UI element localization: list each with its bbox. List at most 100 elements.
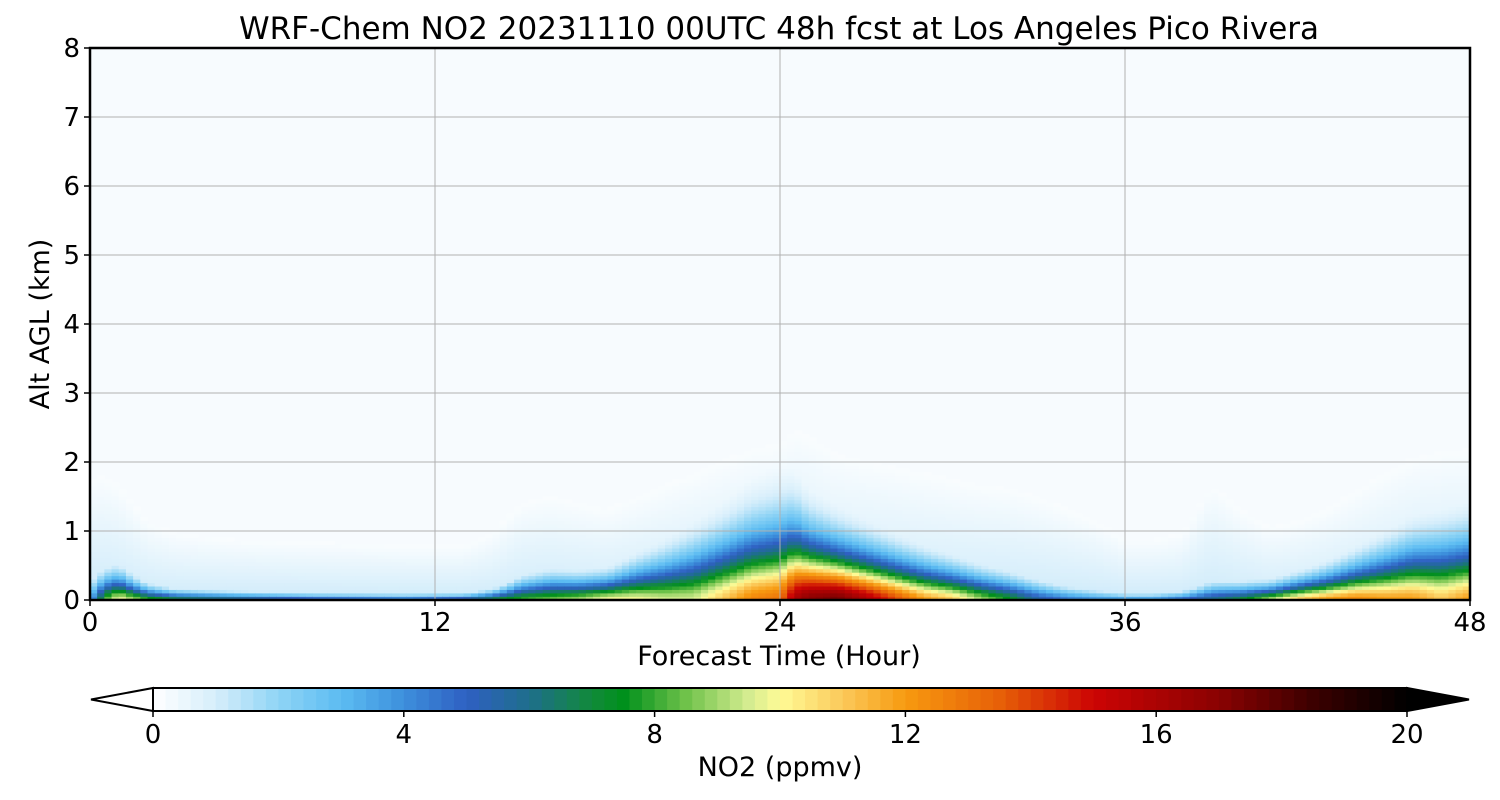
heatmap-cell [916,510,925,515]
heatmap-cell [679,492,688,497]
heatmap-cell [923,482,932,487]
heatmap-cell [693,596,702,600]
heatmap-cell [1362,527,1370,532]
heatmap-cell [981,503,990,508]
heatmap-cell [90,565,98,570]
heatmap-cell [456,561,465,566]
heatmap-cell [1117,561,1126,566]
heatmap-cell [859,482,867,487]
heatmap-cell [988,489,997,494]
heatmap-cell [729,482,738,487]
heatmap-cell [729,454,738,459]
heatmap-cell [679,579,688,584]
heatmap-cell [528,579,537,584]
heatmap-cell [916,496,925,501]
heatmap-cell [291,541,300,546]
heatmap-cell [1340,530,1349,535]
heatmap-cell [780,554,788,559]
heatmap-cell [859,585,867,590]
heatmap-cell [1196,575,1205,580]
heatmap-cell [355,554,364,559]
heatmap-cell [887,506,896,511]
heatmap-cell [923,492,932,497]
heatmap-cell [420,554,429,559]
heatmap-cell [744,537,752,542]
heatmap-cell [1045,582,1054,587]
heatmap-cell [787,541,795,546]
heatmap-cell [1383,485,1392,490]
heatmap-cell [772,544,781,549]
heatmap-cell [693,516,702,521]
heatmap-cell [1275,561,1284,566]
heatmap-cell [1333,551,1342,556]
heatmap-cell [700,582,709,587]
heatmap-cell [298,575,307,580]
heatmap-cell [197,589,206,594]
heatmap-cell [722,475,731,480]
heatmap-cell [463,575,472,580]
heatmap-cell [133,516,141,521]
heatmap-cell [391,558,400,563]
heatmap-cell [830,530,839,535]
heatmap-cell [715,568,724,573]
heatmap-cell [895,558,903,563]
heatmap-cell [1017,579,1025,584]
heatmap-cell [1081,520,1090,525]
heatmap-cell [161,582,170,587]
heatmap-cell [736,523,745,528]
heatmap-cell [104,499,113,504]
heatmap-cell [837,475,846,480]
heatmap-cell [1031,575,1040,580]
heatmap-cell [629,520,637,525]
heatmap-cell [815,444,824,449]
heatmap-cell [1333,582,1342,587]
heatmap-cell [1268,596,1277,600]
heatmap-cell [801,506,810,511]
heatmap-cell [284,558,292,563]
heatmap-cell [470,541,479,546]
heatmap-cell [528,530,537,535]
heatmap-cell [686,589,695,594]
heatmap-cell [1232,520,1241,525]
heatmap-cell [1196,516,1205,521]
heatmap-cell [90,527,98,532]
heatmap-cell [758,465,767,470]
heatmap-cell [190,558,199,563]
heatmap-cell [506,554,515,559]
heatmap-cell [772,465,781,470]
heatmap-cell [923,579,932,584]
heatmap-cell [470,592,479,597]
heatmap-cell [708,561,716,566]
heatmap-cell [1045,551,1054,556]
heatmap-cell [621,516,630,521]
heatmap-cell [1340,544,1349,549]
heatmap-cell [938,523,946,528]
heatmap-cell [521,585,530,590]
heatmap-cell [815,554,824,559]
heatmap-cell [1218,534,1227,539]
heatmap-cell [1010,496,1018,501]
heatmap-cell [535,506,544,511]
heatmap-cell [1376,475,1385,480]
heatmap-cell [312,568,321,573]
heatmap-cell [909,475,918,480]
heatmap-cell [1211,527,1220,532]
heatmap-cell [205,575,213,580]
heatmap-cell [1211,492,1220,497]
heatmap-cell [1038,510,1047,515]
heatmap-cell [859,513,867,518]
heatmap-cell [830,478,839,483]
heatmap-cell [550,499,558,504]
heatmap-cell [974,561,982,566]
heatmap-cell [744,478,752,483]
heatmap-cell [1290,551,1299,556]
heatmap-cell [564,558,573,563]
heatmap-cell [837,544,846,549]
heatmap-cell [1297,579,1306,584]
heatmap-cell [442,575,450,580]
heatmap-cell [97,492,105,497]
heatmap-cell [1182,534,1191,539]
heatmap-cell [1204,541,1212,546]
heatmap-cell [1347,541,1356,546]
heatmap-cell [269,592,278,597]
